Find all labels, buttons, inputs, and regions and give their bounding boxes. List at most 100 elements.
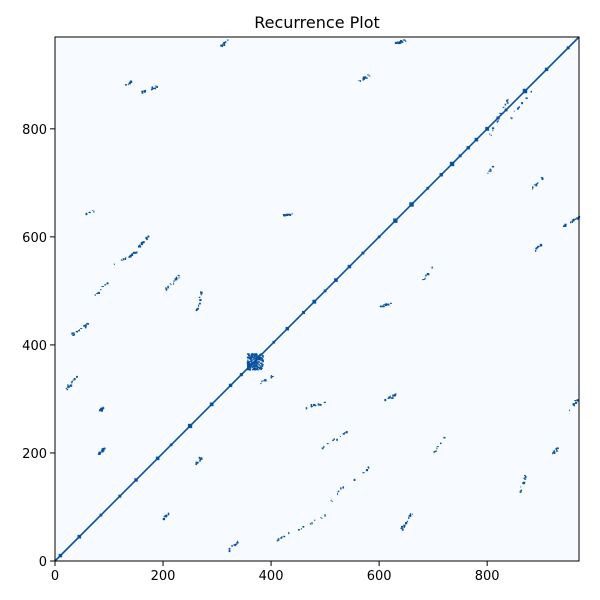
recurrence-point — [499, 112, 502, 115]
recurrence-segment — [487, 165, 495, 174]
recurrence-segment — [85, 210, 95, 216]
recurrence-point — [368, 467, 370, 470]
recurrence-point — [169, 283, 171, 285]
recurrence-point — [489, 133, 491, 135]
recurrence-point — [389, 302, 393, 304]
recurrence-point — [197, 461, 199, 464]
recurrence-point — [256, 358, 258, 360]
diagonal-dot — [99, 513, 103, 517]
recurrence-point — [383, 304, 385, 306]
recurrence-point — [104, 284, 107, 286]
recurrence-point — [248, 356, 251, 358]
recurrence-point — [490, 134, 493, 136]
diagonal-dot — [228, 383, 233, 388]
recurrence-point — [535, 184, 538, 187]
recurrence-point — [506, 102, 509, 104]
recurrence-point — [252, 354, 255, 356]
recurrence-point — [167, 287, 169, 289]
recurrence-point — [395, 42, 397, 44]
recurrence-segment — [305, 401, 326, 410]
recurrence-point — [123, 258, 125, 261]
recurrence-point — [254, 364, 256, 366]
recurrence-point — [405, 522, 408, 525]
x-axis: 0 200 400 600 800 — [51, 561, 500, 584]
dense-recurrence-block — [246, 353, 264, 371]
recurrence-point — [86, 323, 90, 325]
recurrence-point — [530, 90, 532, 93]
recurrence-point — [253, 364, 255, 367]
recurrence-point — [400, 527, 403, 530]
recurrence-point — [248, 365, 250, 368]
recurrence-point — [326, 443, 329, 445]
recurrence-point — [252, 359, 254, 361]
recurrence-point — [319, 403, 322, 406]
recurrence-point — [103, 447, 106, 450]
recurrence-point — [389, 395, 391, 398]
recurrence-segment — [422, 266, 433, 281]
recurrence-point — [101, 448, 103, 451]
recurrence-point — [251, 366, 254, 369]
recurrence-point — [262, 360, 264, 363]
recurrence-point — [258, 354, 261, 356]
recurrence-point — [408, 515, 411, 516]
recurrence-point — [573, 404, 576, 407]
recurrence-point — [333, 438, 335, 440]
recurrence-point — [535, 249, 537, 252]
recurrence-point — [124, 257, 127, 260]
recurrence-point — [152, 87, 156, 90]
recurrence-point — [433, 450, 435, 454]
recurrence-point — [426, 273, 429, 276]
recurrence-point — [291, 212, 293, 215]
recurrence-point — [336, 438, 338, 441]
recurrence-point — [252, 367, 255, 370]
recurrence-point — [198, 302, 201, 305]
recurrence-point — [281, 536, 283, 538]
recurrence-point — [286, 214, 289, 217]
recurrence-point — [199, 459, 202, 461]
recurrence-point — [261, 358, 263, 360]
recurrence-point — [231, 544, 233, 547]
recurrence-point — [492, 130, 494, 132]
recurrence-point — [345, 431, 348, 434]
recurrence-point — [93, 210, 95, 213]
recurrence-point — [250, 361, 253, 363]
recurrence-segment — [358, 74, 371, 82]
recurrence-point — [246, 361, 249, 364]
recurrence-point — [101, 286, 104, 288]
recurrence-point — [280, 536, 282, 539]
recurrence-point — [507, 99, 509, 101]
recurrence-point — [367, 74, 369, 76]
recurrence-point — [399, 41, 402, 44]
recurrence-point — [66, 388, 69, 391]
recurrence-point — [200, 291, 202, 294]
recurrence-point — [314, 519, 316, 521]
recurrence-point — [392, 394, 394, 397]
recurrence-segment — [510, 90, 532, 120]
recurrence-point — [283, 214, 286, 217]
recurrence-point — [384, 398, 387, 402]
recurrence-point — [314, 405, 317, 407]
recurrence-point — [487, 172, 489, 174]
recurrence-point — [228, 549, 231, 553]
recurrence-point — [233, 544, 236, 546]
recurrence-point — [78, 329, 80, 332]
recurrence-point — [173, 282, 175, 285]
recurrence-point — [283, 535, 286, 538]
recurrence-point — [250, 357, 253, 359]
recurrence-point — [113, 263, 115, 265]
recurrence-point — [264, 379, 267, 382]
x-tick-label: 800 — [475, 569, 500, 584]
recurrence-point — [553, 450, 555, 453]
recurrence-point — [301, 528, 302, 530]
recurrence-point — [252, 353, 254, 355]
recurrence-point — [170, 284, 172, 286]
recurrence-point — [260, 353, 262, 355]
recurrence-point — [302, 526, 305, 528]
recurrence-point — [198, 304, 200, 307]
recurrence-point — [257, 361, 259, 363]
recurrence-point — [535, 247, 538, 250]
recurrence-point — [324, 514, 326, 517]
recurrence-point — [403, 39, 406, 41]
recurrence-point — [130, 80, 133, 83]
recurrence-point — [387, 397, 390, 399]
